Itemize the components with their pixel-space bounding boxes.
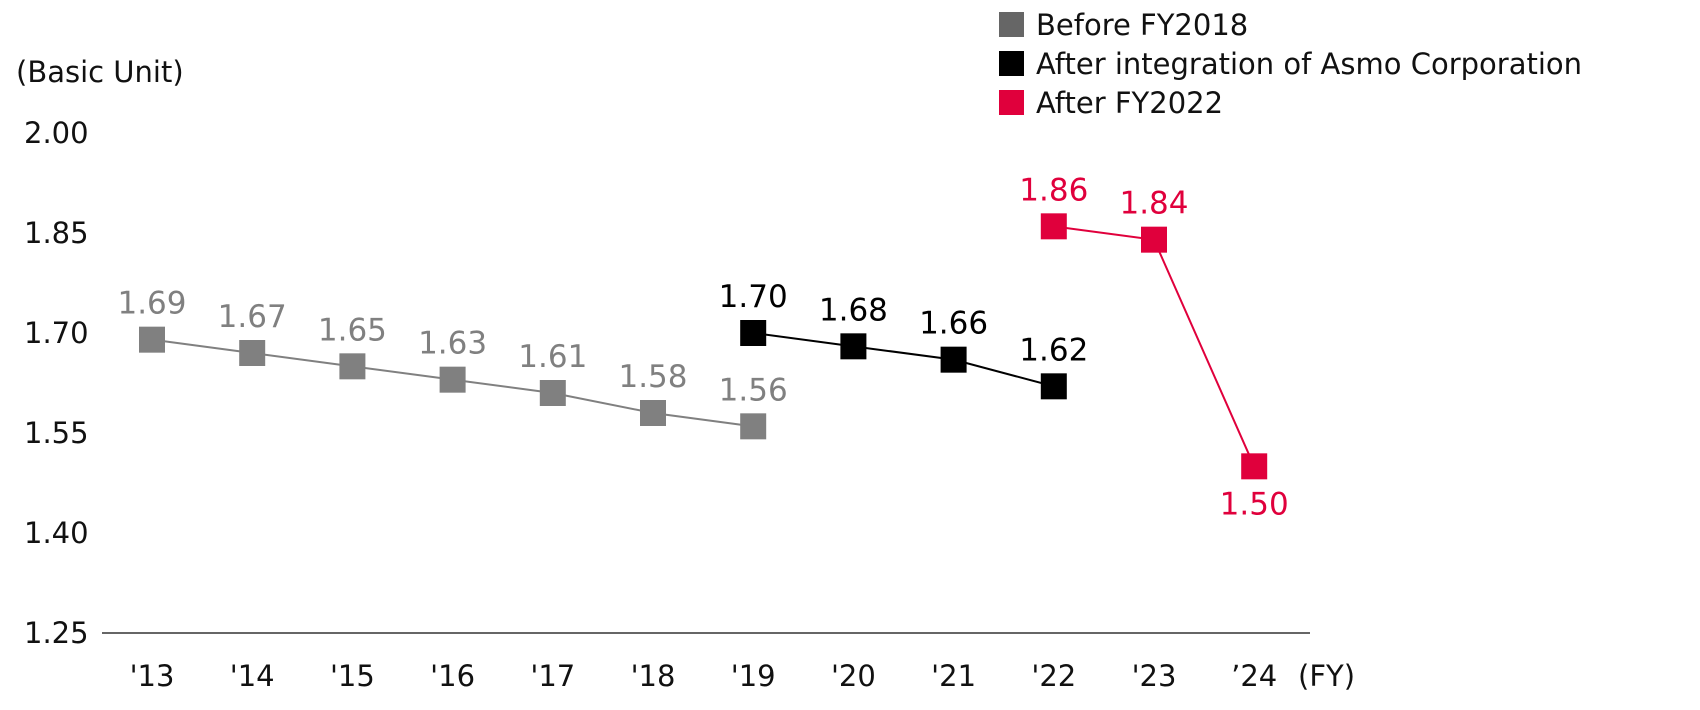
data-point-marker — [1040, 373, 1067, 400]
x-tick-label: '14 — [230, 659, 275, 693]
data-point-marker — [339, 353, 366, 380]
x-tick-label: '15 — [330, 659, 375, 693]
data-label: 1.56 — [719, 372, 788, 408]
data-label: 1.68 — [819, 292, 888, 328]
data-point-marker — [1040, 213, 1067, 240]
data-label: 1.65 — [318, 312, 387, 348]
y-tick-label: 1.70 — [24, 316, 89, 350]
x-tick-label: '20 — [831, 659, 876, 693]
x-tick-label: '17 — [530, 659, 575, 693]
data-point-marker — [740, 413, 767, 440]
data-label: 1.69 — [117, 286, 186, 322]
legend-swatch — [999, 12, 1024, 37]
legend-label: Before FY2018 — [1036, 8, 1248, 42]
data-point-marker — [840, 333, 867, 360]
data-label: 1.70 — [719, 279, 788, 315]
y-axis-title: (Basic Unit) — [16, 55, 184, 89]
data-point-marker — [1141, 226, 1167, 253]
data-label: 1.63 — [418, 326, 487, 362]
data-point-marker — [239, 340, 266, 366]
y-tick-label: 2.00 — [24, 116, 89, 150]
y-tick-label: 1.40 — [24, 516, 89, 550]
legend-label: After FY2022 — [1036, 86, 1223, 120]
legend-label: After integration of Asmo Corporation — [1036, 47, 1582, 81]
data-label: 1.58 — [618, 359, 687, 395]
x-tick-label: '13 — [130, 659, 175, 693]
y-tick-label: 1.85 — [24, 216, 89, 250]
data-point-marker — [940, 346, 967, 373]
data-label: 1.86 — [1019, 172, 1088, 208]
x-tick-label: ’24 — [1231, 659, 1277, 693]
series-2: 1.86 1.84 1.50 — [1019, 172, 1288, 522]
x-tick-label: '19 — [731, 659, 776, 693]
legend: Before FY2018 After integration of Asmo C… — [999, 8, 1582, 120]
data-label: 1.66 — [919, 306, 988, 342]
data-label: 1.67 — [218, 299, 287, 335]
legend-swatch — [999, 90, 1024, 115]
series-1: 1.70 1.68 1.66 1.62 — [719, 279, 1088, 400]
data-point-marker — [539, 380, 566, 406]
series-0: 1.69 1.67 1.65 1.63 1.61 1.58 1.56 — [117, 286, 788, 440]
legend-swatch — [999, 51, 1024, 76]
data-point-marker — [139, 326, 165, 353]
data-point-marker — [1241, 453, 1268, 480]
data-label: 1.50 — [1220, 486, 1289, 522]
data-point-marker — [439, 366, 466, 393]
data-point-marker — [640, 400, 666, 426]
x-tick-label: '18 — [631, 659, 676, 693]
data-point-marker — [740, 320, 767, 346]
x-tick-label: '16 — [430, 659, 475, 693]
x-tick-label: '23 — [1132, 659, 1177, 693]
x-tick-label: '22 — [1031, 659, 1076, 693]
series-line — [753, 332, 1055, 388]
y-tick-label: 1.25 — [24, 616, 89, 650]
data-label: 1.62 — [1019, 332, 1088, 368]
y-tick-label: 1.55 — [24, 416, 89, 450]
x-tick-label: '21 — [931, 659, 976, 693]
data-label: 1.61 — [518, 339, 587, 375]
x-axis-title: (FY) — [1298, 659, 1355, 693]
data-label: 1.84 — [1119, 186, 1188, 222]
